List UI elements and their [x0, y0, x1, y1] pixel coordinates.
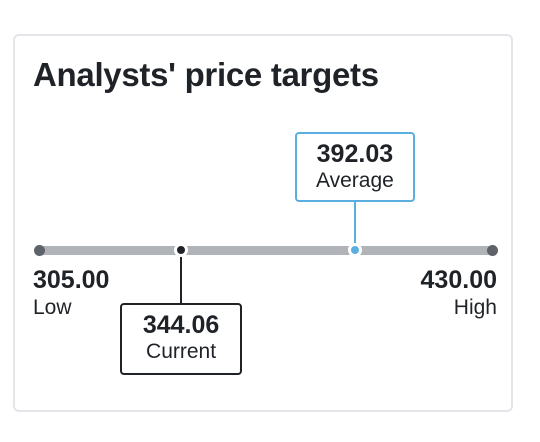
current-stem	[180, 250, 183, 303]
average-callout: 392.03 Average	[294, 132, 415, 202]
high-value: 430.00	[420, 266, 497, 294]
low-end-dot	[34, 245, 45, 256]
low-label: Low	[33, 296, 72, 319]
current-marker	[174, 243, 189, 257]
average-value: 392.03	[316, 140, 394, 168]
average-marker	[347, 243, 362, 257]
price-targets-card: Analysts' price targets 392.03 Average 3…	[13, 34, 513, 412]
current-value: 344.06	[142, 311, 220, 339]
low-value: 305.00	[33, 266, 110, 294]
high-end-dot	[487, 245, 498, 256]
average-label: Average	[315, 169, 394, 192]
low-endpoint: 305.00 Low	[33, 266, 109, 322]
high-label: High	[453, 296, 497, 319]
card-title: Analysts' price targets	[33, 56, 379, 93]
current-callout: 344.06 Current	[120, 303, 243, 375]
current-label: Current	[146, 340, 217, 363]
high-endpoint: 430.00 High	[421, 266, 497, 322]
price-range-track	[39, 246, 493, 255]
average-stem	[353, 202, 356, 251]
